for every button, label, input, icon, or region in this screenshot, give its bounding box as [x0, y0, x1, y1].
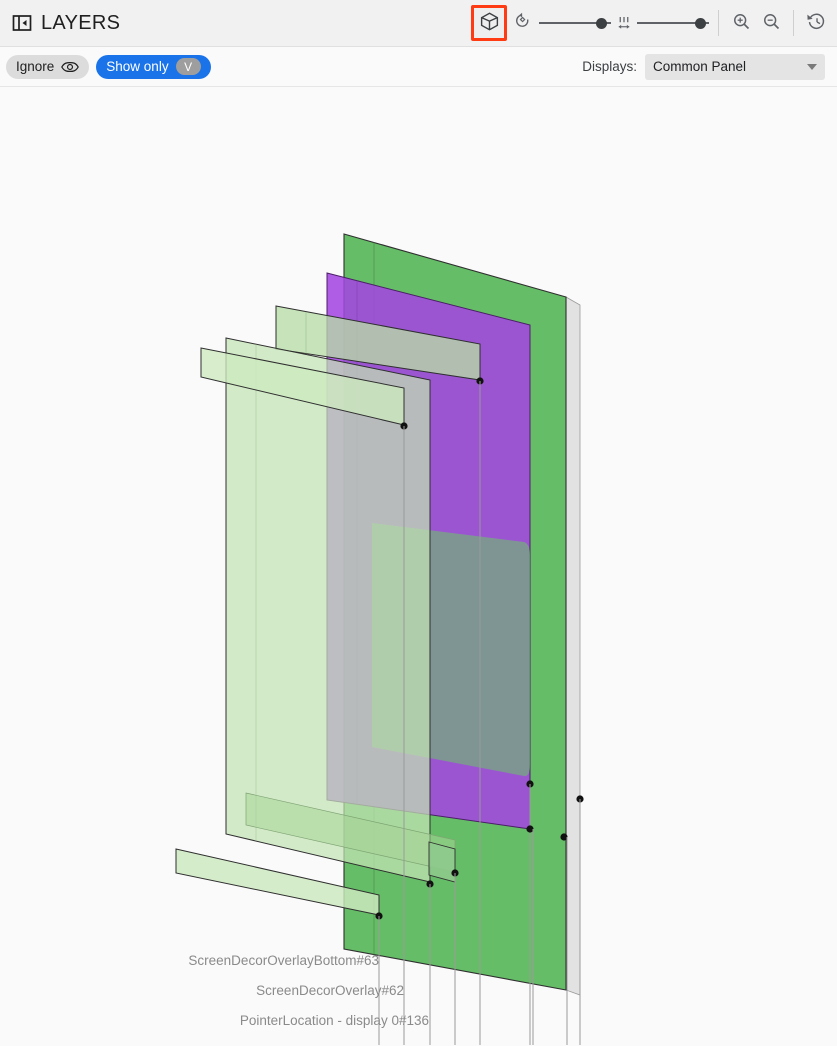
toolbar-divider — [718, 10, 719, 36]
layer-label-pointerlocation[interactable]: PointerLocation - display 0#136 — [240, 1013, 429, 1028]
displays-label: Displays: — [582, 59, 637, 74]
collapse-panel-icon[interactable] — [12, 13, 32, 33]
slider-track — [637, 22, 709, 24]
layer-label-group: ScreenDecorOverlayBottom#63 ScreenDecorO… — [188, 953, 454, 1045]
spacing-arrows-icon — [614, 13, 634, 33]
slider-thumb[interactable] — [695, 18, 706, 29]
displays-select-value: Common Panel — [653, 59, 747, 74]
show-only-filter-button[interactable]: Show only V — [96, 54, 211, 79]
cube-icon — [479, 11, 500, 35]
zoom-in-button[interactable] — [726, 8, 756, 38]
history-restore-icon — [806, 11, 827, 35]
layer-plane-pointerlocation[interactable] — [275, 305, 484, 1045]
zoom-in-icon — [731, 11, 752, 35]
spacing-slider[interactable] — [637, 11, 709, 35]
rotation-reset-button[interactable] — [507, 8, 537, 38]
eye-icon — [61, 60, 80, 74]
layer-plane-display-backdrop[interactable] — [565, 296, 581, 996]
ignore-label: Ignore — [16, 59, 55, 74]
titlebar-toolbar — [471, 5, 831, 41]
filter-controlbar: Ignore Show only V Displays: Common Pane… — [0, 47, 837, 87]
3d-cube-view-button[interactable] — [471, 5, 507, 41]
layer-plane-small-strip[interactable] — [428, 841, 459, 1045]
chevron-down-icon — [807, 63, 817, 70]
show-only-badge: V — [175, 58, 201, 75]
layer-label-navigationbar[interactable]: NavigationBar0#80 — [339, 1043, 454, 1045]
show-only-label: Show only — [106, 59, 169, 74]
toolbar-divider — [793, 10, 794, 36]
rotate-icon — [513, 12, 532, 34]
layer-plane-screendecoroverlaybottom[interactable] — [200, 347, 408, 1045]
layers-3d-canvas[interactable]: ScreenDecorOverlayBottom#63 ScreenDecorO… — [0, 87, 837, 1045]
reset-view-button[interactable] — [801, 8, 831, 38]
layers-3d-svg[interactable]: ScreenDecorOverlayBottom#63 ScreenDecorO… — [0, 87, 837, 1045]
layer-plane-navigationbar[interactable] — [175, 848, 383, 1045]
page-title: LAYERS — [41, 11, 121, 34]
zoom-out-icon — [761, 11, 782, 35]
displays-select[interactable]: Common Panel — [645, 53, 825, 80]
slider-track — [539, 22, 611, 24]
layer-label-screendecoroverlay[interactable]: ScreenDecorOverlay#62 — [256, 983, 404, 998]
layer-label-screendecoroverlaybottom[interactable]: ScreenDecorOverlayBottom#63 — [188, 953, 379, 968]
layer-plane-screendecoroverlay[interactable] — [225, 337, 456, 1045]
rotation-slider[interactable] — [539, 11, 611, 35]
leader-lines — [526, 780, 584, 1045]
zoom-out-button[interactable] — [756, 8, 786, 38]
titlebar: LAYERS — [0, 0, 837, 47]
slider-thumb[interactable] — [596, 18, 607, 29]
ignore-filter-button[interactable]: Ignore — [6, 54, 90, 79]
